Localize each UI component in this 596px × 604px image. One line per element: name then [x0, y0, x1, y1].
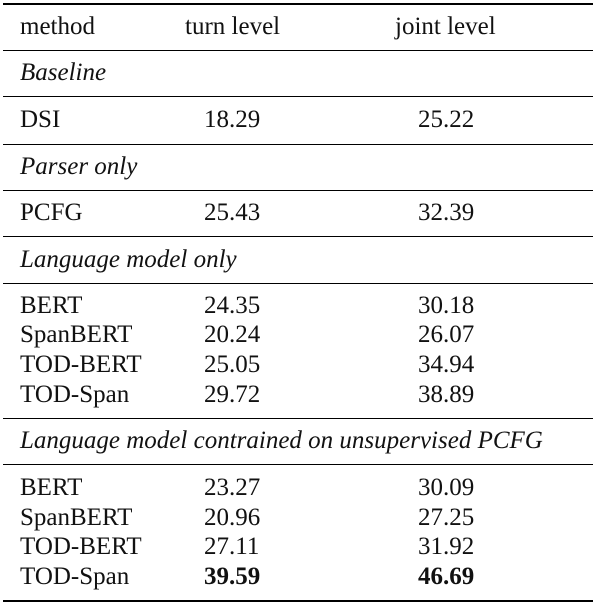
row-turn-level-best: 39.59: [204, 563, 261, 590]
row-method: TOD-Span: [20, 381, 130, 408]
section-title: Language model contrained on unsupervise…: [20, 427, 543, 454]
row-joint-level: 34.94: [418, 351, 475, 378]
top-rule: [3, 3, 593, 5]
header-method: method: [20, 13, 95, 40]
row-turn-level: 25.43: [204, 199, 261, 226]
row-method: SpanBERT: [20, 504, 133, 531]
row-turn-level: 25.05: [204, 351, 261, 378]
section-rule: [3, 144, 593, 145]
row-method: TOD-BERT: [20, 351, 142, 378]
section-rule: [3, 236, 593, 237]
header-turn-level: turn level: [185, 13, 281, 40]
row-joint-level: 30.18: [418, 292, 475, 319]
row-turn-level: 23.27: [204, 474, 261, 501]
row-joint-level: 31.92: [418, 533, 475, 560]
section-title: Baseline: [20, 59, 107, 86]
row-method: TOD-BERT: [20, 533, 142, 560]
row-joint-level-best: 46.69: [418, 563, 475, 590]
section-title: Language model only: [20, 246, 237, 273]
row-joint-level: 26.07: [418, 321, 475, 348]
row-turn-level: 18.29: [204, 106, 261, 133]
row-turn-level: 20.96: [204, 504, 261, 531]
row-method: PCFG: [20, 199, 83, 226]
row-joint-level: 30.09: [418, 474, 475, 501]
row-joint-level: 38.89: [418, 381, 475, 408]
section-rule: [3, 96, 593, 97]
row-turn-level: 27.11: [204, 533, 260, 560]
row-turn-level: 29.72: [204, 381, 261, 408]
row-method: BERT: [20, 474, 83, 501]
row-method: DSI: [20, 106, 61, 133]
row-joint-level: 25.22: [418, 106, 475, 133]
section-rule: [3, 190, 593, 191]
row-turn-level: 24.35: [204, 292, 261, 319]
row-turn-level: 20.24: [204, 321, 261, 348]
row-joint-level: 32.39: [418, 199, 475, 226]
section-rule: [3, 283, 593, 284]
section-rule: [3, 418, 593, 419]
header-joint-level: joint level: [395, 13, 496, 40]
row-method: SpanBERT: [20, 321, 133, 348]
section-rule: [3, 464, 593, 465]
bottom-rule: [3, 600, 593, 602]
header-rule: [3, 50, 593, 51]
row-method: BERT: [20, 292, 83, 319]
row-method: TOD-Span: [20, 563, 130, 590]
row-joint-level: 27.25: [418, 504, 475, 531]
section-title: Parser only: [20, 153, 138, 180]
